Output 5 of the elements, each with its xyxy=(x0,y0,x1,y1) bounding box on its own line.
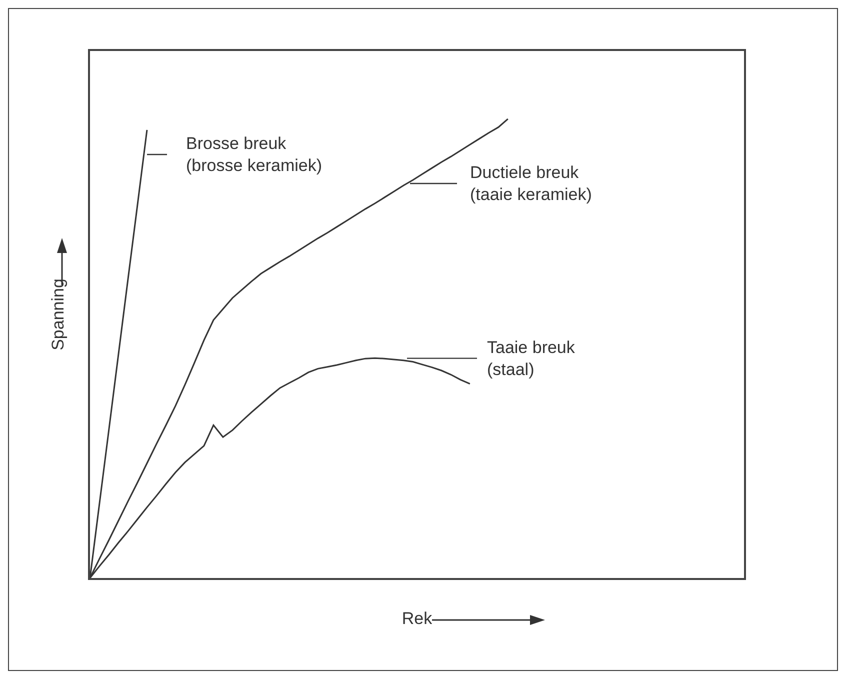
annotation: Brosse breuk (brosse keramiek) xyxy=(186,134,322,176)
y-axis-title: Spanning xyxy=(48,278,68,350)
x-axis-title: Rek xyxy=(402,609,433,628)
annotation: Taaie breuk (staal) xyxy=(487,338,576,380)
annotation: Ductiele breuk (taaie keramiek) xyxy=(470,163,592,204)
